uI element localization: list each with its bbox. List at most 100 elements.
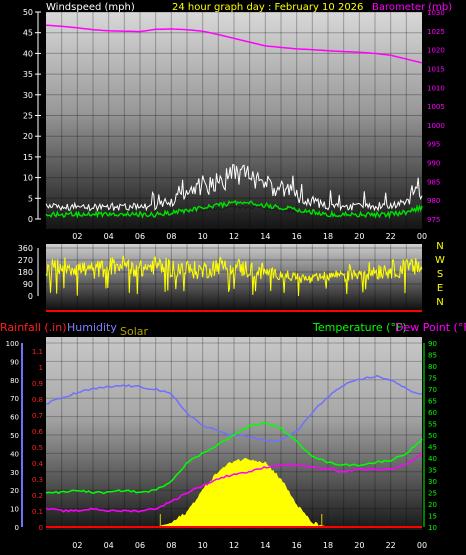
humidity-tick-label: 50 <box>10 432 19 440</box>
x-tick-top: 04 <box>104 232 114 241</box>
tick-layer: 0202040406060808101012121414161618182020… <box>6 8 445 550</box>
rain-tick-label: 1.1 <box>32 348 43 356</box>
x-tick-top: 16 <box>292 232 302 241</box>
humidity-label: Humidity <box>67 321 117 334</box>
barometer-line <box>45 24 423 64</box>
wind-axis-title: Windspeed (mph) <box>46 2 135 13</box>
temperature-tick-label: 65 <box>428 398 437 406</box>
temperature-tick-label: 75 <box>428 375 437 383</box>
wind-panel <box>46 12 422 229</box>
rainfall-label: Rainfall (.in) <box>0 321 67 334</box>
x-tick-bottom: 04 <box>104 541 114 550</box>
wind-tick-label: 20 <box>23 132 33 141</box>
rain-tick-label: 0.6 <box>32 428 44 436</box>
dewpoint-label: Dew Point (°F) <box>395 321 466 334</box>
temperature-tick-label: 85 <box>428 352 437 360</box>
temperature-line <box>45 422 423 495</box>
barometer-tick-label: 1025 <box>427 28 445 36</box>
barometer-tick-label: 980 <box>427 197 440 205</box>
direction-tick-label: 0 <box>28 292 33 301</box>
x-tick-top: 12 <box>229 232 239 241</box>
x-tick-bottom: 16 <box>292 541 302 550</box>
temperature-tick-label: 10 <box>428 524 437 532</box>
compass-label: S <box>437 269 443 280</box>
wind-tick-label: 10 <box>23 174 33 183</box>
wind-gust-line <box>45 164 423 212</box>
rain-tick-label: 0.9 <box>32 380 43 388</box>
x-tick-bottom: 08 <box>166 541 176 550</box>
humidity-tick-label: 10 <box>10 506 19 514</box>
temperature-tick-label: 40 <box>428 455 437 463</box>
wind-tick-label: 40 <box>23 49 33 58</box>
compass-label: E <box>437 283 443 294</box>
compass-label: N <box>436 241 443 252</box>
rain-tick-label: 0.4 <box>32 460 44 468</box>
temperature-tick-label: 70 <box>428 386 437 394</box>
x-tick-top: 10 <box>198 232 208 241</box>
rain-tick-label: 0.8 <box>32 396 43 404</box>
barometer-tick-label: 990 <box>427 160 440 168</box>
x-tick-top: 02 <box>72 232 82 241</box>
direction-tick-label: 270 <box>18 256 33 265</box>
rain-tick-label: 0.7 <box>32 412 43 420</box>
solar-label: Solar <box>120 325 149 338</box>
direction-tick-label: 90 <box>23 280 33 289</box>
rain-tick-label: 0.1 <box>32 508 43 516</box>
temperature-label: Temperature (°F) <box>312 321 407 334</box>
series-layer <box>45 24 423 528</box>
temperature-tick-label: 45 <box>428 444 437 452</box>
temperature-tick-label: 60 <box>428 409 437 417</box>
humidity-tick-label: 40 <box>10 450 19 458</box>
wind-tick-label: 30 <box>23 91 33 100</box>
barometer-tick-label: 975 <box>427 216 440 224</box>
wind-average-line <box>45 199 423 220</box>
x-tick-bottom: 10 <box>198 541 208 550</box>
x-tick-bottom: 12 <box>229 541 239 550</box>
rain-tick-label: 0.2 <box>32 492 43 500</box>
compass-label: N <box>436 297 443 308</box>
barometer-axis-title: Barometer (mb) <box>372 2 452 13</box>
wind-tick-label: 5 <box>28 194 33 203</box>
rain-tick-label: 0 <box>39 524 43 532</box>
wind-tick-label: 25 <box>23 112 33 121</box>
humidity-tick-label: 20 <box>10 487 19 495</box>
wind-tick-label: 45 <box>23 29 33 38</box>
rain-tick-label: 0.3 <box>32 476 43 484</box>
humidity-tick-label: 70 <box>10 395 19 403</box>
wind-tick-label: 0 <box>28 215 33 224</box>
wind-tick-label: 35 <box>23 70 33 79</box>
chart-title: 24 hour graph day : February 10 2026 <box>172 2 363 13</box>
temperature-tick-label: 15 <box>428 513 437 521</box>
barometer-tick-label: 995 <box>427 141 440 149</box>
direction-tick-label: 180 <box>18 268 33 277</box>
humidity-tick-label: 90 <box>10 358 19 366</box>
temperature-tick-label: 30 <box>428 478 437 486</box>
humidity-tick-label: 0 <box>15 524 19 532</box>
x-tick-bottom: 06 <box>135 541 145 550</box>
x-tick-bottom: 20 <box>354 541 364 550</box>
direction-tick-label: 360 <box>18 244 33 253</box>
x-tick-bottom: 00 <box>417 541 427 550</box>
x-tick-top: 08 <box>166 232 176 241</box>
temperature-tick-label: 80 <box>428 363 437 371</box>
x-tick-bottom: 18 <box>323 541 333 550</box>
barometer-tick-label: 1030 <box>427 9 445 17</box>
temperature-tick-label: 50 <box>428 432 437 440</box>
x-tick-top: 00 <box>417 232 427 241</box>
humidity-tick-label: 80 <box>10 377 19 385</box>
barometer-tick-label: 1010 <box>427 84 445 92</box>
x-tick-top: 14 <box>260 232 270 241</box>
temperature-tick-label: 20 <box>428 501 437 509</box>
temperature-tick-label: 35 <box>428 467 437 475</box>
barometer-tick-label: 1005 <box>427 103 445 111</box>
rain-tick-label: 1 <box>39 364 43 372</box>
barometer-tick-label: 985 <box>427 178 440 186</box>
wind-tick-label: 50 <box>23 8 33 17</box>
x-tick-top: 18 <box>323 232 333 241</box>
x-tick-bottom: 02 <box>72 541 82 550</box>
wind-tick-label: 15 <box>23 153 33 162</box>
rain-tick-label: 0.5 <box>32 444 43 452</box>
dewpoint-line <box>45 452 423 513</box>
humidity-tick-label: 60 <box>10 414 19 422</box>
